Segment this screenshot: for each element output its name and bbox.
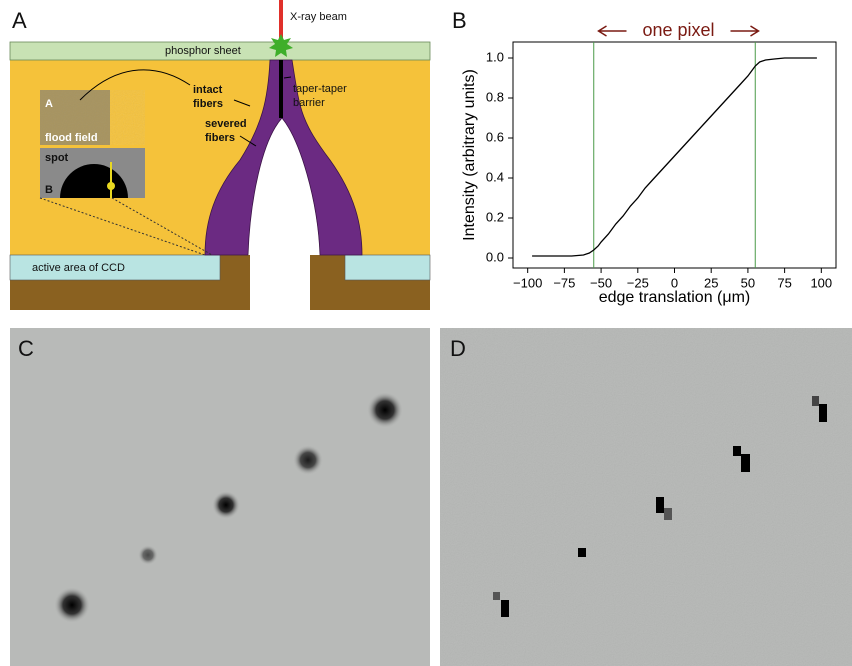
spot bbox=[733, 446, 741, 456]
y-tick-label: 0.6 bbox=[486, 129, 504, 144]
y-tick-label: 0.4 bbox=[486, 169, 504, 184]
spot bbox=[212, 491, 240, 519]
beam-label: X-ray beam bbox=[290, 10, 347, 24]
spot bbox=[501, 600, 509, 617]
x-tick-label: −75 bbox=[553, 275, 575, 290]
x-tick-label: −50 bbox=[590, 275, 612, 290]
x-tick-label: 50 bbox=[741, 275, 755, 290]
base bbox=[310, 255, 345, 310]
spot bbox=[578, 548, 586, 557]
line bbox=[532, 58, 817, 256]
inset-caption: spot bbox=[45, 151, 68, 165]
spot bbox=[664, 508, 672, 520]
y-tick-label: 0.2 bbox=[486, 209, 504, 224]
x-axis-label: edge translation (μm) bbox=[599, 289, 751, 306]
base bbox=[10, 280, 250, 310]
plot-frame bbox=[513, 42, 836, 268]
annotation: one pixel bbox=[642, 20, 714, 40]
inset-caption: flood field bbox=[45, 131, 98, 145]
arrow bbox=[599, 26, 627, 36]
figure-canvas: −100 −75 −50 −25 0 25 50 75 100 0.0 0.2 0.4 0.6 0.8 1.… bbox=[0, 0, 852, 666]
inset-tag: B bbox=[45, 183, 53, 197]
y-axis-label: Intensity (arbitrary units) bbox=[461, 69, 478, 241]
x-tick-label: 75 bbox=[777, 275, 791, 290]
ccd bbox=[345, 255, 430, 280]
arrow bbox=[731, 26, 759, 36]
y-tick-label: 0.8 bbox=[486, 89, 504, 104]
spot bbox=[819, 404, 827, 422]
base bbox=[220, 255, 250, 285]
x-tick-label: 100 bbox=[810, 275, 832, 290]
spot bbox=[656, 497, 664, 513]
panel-label: A bbox=[12, 8, 27, 34]
x-tick-label: −100 bbox=[513, 275, 542, 290]
x-tick-label: −25 bbox=[627, 275, 649, 290]
spot bbox=[741, 454, 750, 472]
barrier-label: taper-taper barrier bbox=[293, 82, 347, 110]
intact-label: intact fibers bbox=[193, 83, 223, 111]
inset-tag: A bbox=[45, 97, 53, 111]
panel-label: D bbox=[450, 336, 466, 362]
phosphor-label: phosphor sheet bbox=[165, 44, 241, 58]
spot bbox=[54, 587, 90, 623]
figure: −100 −75 −50 −25 0 25 50 75 100 0.0 0.2 0.4 0.6 0.8 1.… bbox=[0, 0, 852, 666]
panel-label: B bbox=[452, 8, 467, 34]
panel-label: C bbox=[18, 336, 34, 362]
base bbox=[345, 280, 430, 310]
spot bbox=[812, 396, 819, 406]
spot bbox=[367, 392, 403, 428]
x-tick-label: 25 bbox=[704, 275, 718, 290]
spot bbox=[493, 592, 500, 600]
severed-label: severed fibers bbox=[205, 117, 247, 145]
ccd-label: active area of CCD bbox=[32, 261, 125, 275]
inset-dot bbox=[107, 182, 115, 190]
x-tick-label: 0 bbox=[671, 275, 678, 290]
y-tick-label: 1.0 bbox=[486, 49, 504, 64]
spot bbox=[293, 445, 323, 475]
y-tick-label: 0.0 bbox=[486, 249, 504, 264]
spot bbox=[138, 545, 158, 565]
